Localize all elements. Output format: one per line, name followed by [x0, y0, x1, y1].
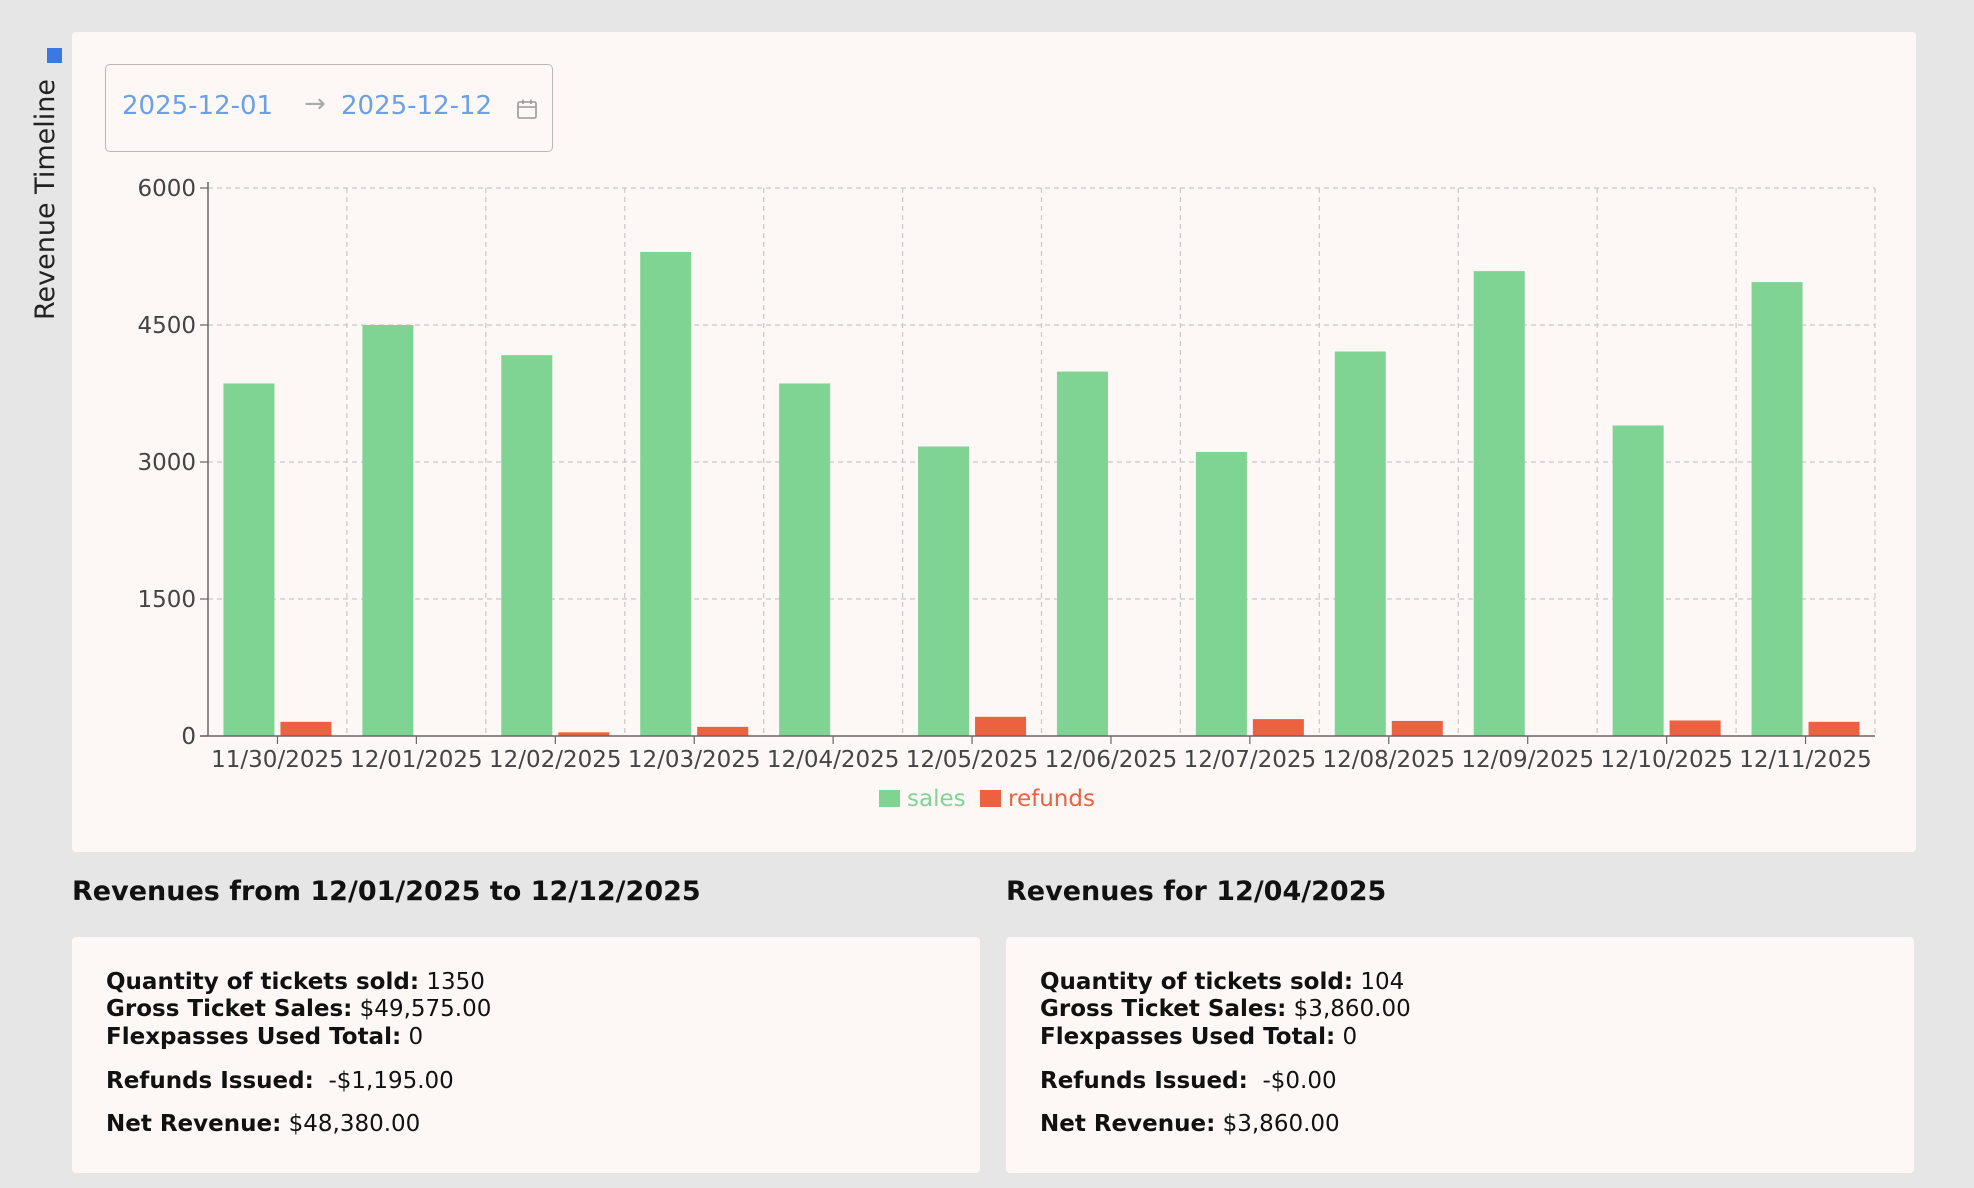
flexpasses-label: Flexpasses Used Total: — [106, 1024, 402, 1050]
sales-bar — [1195, 451, 1247, 736]
calendar-icon[interactable] — [516, 98, 538, 120]
y-tick-label: 4500 — [137, 313, 196, 339]
refunds-row: Refunds Issued: -$0.00 — [1040, 1068, 1337, 1094]
range-arrow-icon: → — [304, 89, 326, 119]
revenue-timeline-header: Revenue Timeline — [30, 48, 74, 320]
x-tick-label: 12/05/2025 — [906, 747, 1039, 773]
tickets-sold-label: Quantity of tickets sold: — [1040, 969, 1354, 995]
title-marker-icon — [47, 48, 62, 63]
x-tick-label: 12/11/2025 — [1739, 747, 1872, 773]
sales-bar — [1473, 271, 1525, 736]
flexpasses-row: Flexpasses Used Total: 0 — [106, 1024, 423, 1050]
refunds-value: -$1,195.00 — [328, 1068, 454, 1094]
gross-sales-row: Gross Ticket Sales: $49,575.00 — [106, 996, 491, 1022]
summary-title-range: Revenues from 12/01/2025 to 12/12/2025 — [72, 876, 701, 907]
refunds-bar — [1391, 720, 1443, 736]
legend-sales-swatch — [879, 790, 900, 807]
flexpasses-value: 0 — [408, 1024, 424, 1050]
net-revenue-value: $3,860.00 — [1222, 1111, 1340, 1137]
refunds-bar — [697, 726, 749, 736]
gross-sales-label: Gross Ticket Sales: — [1040, 996, 1287, 1022]
refunds-bar — [1252, 719, 1304, 736]
summary-card-range: Quantity of tickets sold: 1350 Gross Tic… — [72, 937, 980, 1173]
y-tick-label: 1500 — [137, 587, 196, 613]
x-tick-label: 12/08/2025 — [1323, 747, 1456, 773]
refunds-label: Refunds Issued: — [1040, 1068, 1248, 1094]
start-date-input[interactable]: 2025-12-01 — [122, 91, 274, 121]
refunds-bar — [280, 721, 332, 736]
y-tick-label: 6000 — [137, 176, 196, 202]
x-tick-label: 12/01/2025 — [350, 747, 483, 773]
sales-bar — [1612, 425, 1664, 736]
legend-sales-label: sales — [907, 786, 966, 812]
gross-sales-value: $49,575.00 — [359, 996, 492, 1022]
legend-refunds-label: refunds — [1008, 786, 1095, 812]
refunds-bar — [975, 716, 1027, 736]
x-tick-label: 12/10/2025 — [1600, 747, 1733, 773]
tickets-sold-row: Quantity of tickets sold: 104 — [1040, 969, 1404, 995]
sales-bar — [1751, 282, 1803, 736]
net-revenue-value: $48,380.00 — [288, 1111, 421, 1137]
gross-sales-label: Gross Ticket Sales: — [106, 996, 353, 1022]
x-tick-label: 12/07/2025 — [1184, 747, 1317, 773]
x-tick-label: 12/09/2025 — [1461, 747, 1594, 773]
flexpasses-row: Flexpasses Used Total: 0 — [1040, 1024, 1357, 1050]
sales-bar — [362, 325, 414, 736]
x-tick-label: 11/30/2025 — [211, 747, 344, 773]
refunds-bar — [1669, 720, 1721, 736]
x-tick-label: 12/02/2025 — [489, 747, 622, 773]
refunds-row: Refunds Issued: -$1,195.00 — [106, 1068, 454, 1094]
summary-card-day: Quantity of tickets sold: 104 Gross Tick… — [1006, 937, 1914, 1173]
date-range-picker[interactable]: 2025-12-01 → 2025-12-12 — [105, 64, 553, 152]
tickets-sold-label: Quantity of tickets sold: — [106, 969, 420, 995]
net-revenue-row: Net Revenue: $48,380.00 — [106, 1111, 420, 1137]
net-revenue-label: Net Revenue: — [106, 1111, 282, 1137]
gross-sales-value: $3,860.00 — [1293, 996, 1411, 1022]
gross-sales-row: Gross Ticket Sales: $3,860.00 — [1040, 996, 1411, 1022]
x-tick-label: 12/06/2025 — [1045, 747, 1178, 773]
x-tick-label: 12/04/2025 — [767, 747, 900, 773]
sales-bar — [1334, 351, 1386, 736]
sales-bar — [223, 383, 275, 736]
sales-bar — [501, 355, 553, 736]
tickets-sold-row: Quantity of tickets sold: 1350 — [106, 969, 485, 995]
tickets-sold-value: 1350 — [426, 969, 485, 995]
y-tick-label: 3000 — [137, 450, 196, 476]
sales-bar — [1056, 371, 1108, 736]
refunds-label: Refunds Issued: — [106, 1068, 314, 1094]
refunds-value: -$0.00 — [1262, 1068, 1337, 1094]
sales-bar — [918, 446, 970, 736]
tickets-sold-value: 104 — [1360, 969, 1405, 995]
flexpasses-value: 0 — [1342, 1024, 1358, 1050]
refunds-bar — [558, 732, 610, 736]
net-revenue-label: Net Revenue: — [1040, 1111, 1216, 1137]
refunds-bar — [1808, 721, 1860, 736]
sales-bar — [779, 383, 831, 736]
legend-refunds-swatch — [980, 790, 1001, 807]
net-revenue-row: Net Revenue: $3,860.00 — [1040, 1111, 1340, 1137]
y-tick-label: 0 — [181, 724, 196, 750]
flexpasses-label: Flexpasses Used Total: — [1040, 1024, 1336, 1050]
x-tick-label: 12/03/2025 — [628, 747, 761, 773]
end-date-input[interactable]: 2025-12-12 — [341, 91, 493, 121]
sales-bar — [640, 251, 692, 736]
summary-title-day: Revenues for 12/04/2025 — [1006, 876, 1387, 907]
